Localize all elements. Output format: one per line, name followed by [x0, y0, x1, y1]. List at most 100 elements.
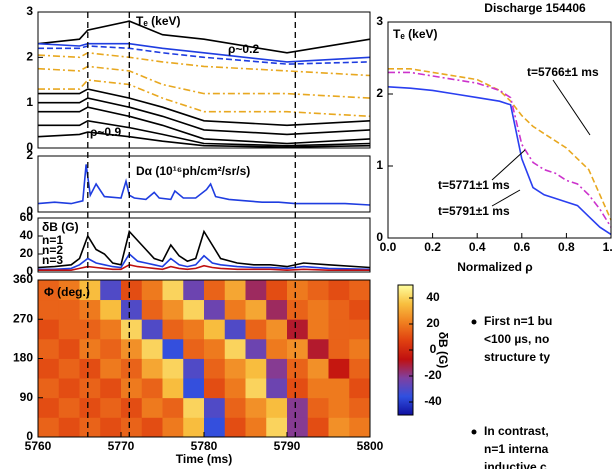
heatmap-cell: [100, 378, 122, 399]
legend-entry: n=1: [42, 233, 63, 247]
y-tick-label: 60: [20, 210, 34, 224]
heatmap-cell: [38, 280, 60, 301]
heatmap-cell: [287, 338, 309, 359]
heatmap-cell: [328, 417, 350, 438]
heatmap-cell: [162, 338, 184, 359]
heatmap-cell: [266, 280, 288, 301]
series-line: [38, 106, 371, 145]
heatmap-cell: [245, 397, 267, 418]
heatmap-cell: [266, 417, 288, 438]
x-tick-label: 5760: [25, 439, 52, 453]
plot-frame: [37, 11, 371, 149]
y-tick-label: 1: [376, 158, 383, 172]
heatmap-cell: [204, 358, 226, 379]
series-line: [387, 86, 612, 236]
annotation: ρ~0.2: [228, 42, 259, 56]
y-tick-label: 180: [13, 351, 33, 365]
heatmap-cell: [38, 378, 60, 399]
heatmap-cell: [245, 378, 267, 399]
colorbar-label: δB (G): [436, 332, 450, 369]
heatmap-cell: [328, 397, 350, 418]
heatmap-cell: [224, 378, 246, 399]
heatmap-cell: [58, 417, 80, 438]
heatmap-cell: [58, 338, 80, 359]
y-tick-label: 2: [26, 50, 33, 64]
panel-label: Tₑ (keV): [136, 14, 181, 28]
y-tick-label: 1: [26, 95, 33, 109]
plot-frame: [387, 21, 612, 239]
heatmap-cell: [204, 417, 226, 438]
bullet-text: In contrast,: [484, 424, 549, 438]
heatmap-cell: [183, 319, 205, 340]
bullet: [471, 319, 477, 325]
heatmap-cell: [307, 397, 329, 418]
series-line: [38, 263, 370, 272]
heatmap-cell: [266, 338, 288, 359]
heatmap-cell: [204, 338, 226, 359]
heatmap-cell: [287, 319, 309, 340]
heatmap-cell: [79, 417, 101, 438]
heatmap-cell: [121, 358, 143, 379]
series-line: [38, 79, 371, 118]
heatmap-cell: [266, 378, 288, 399]
y-tick-label: 3: [376, 14, 383, 28]
heatmap-cell: [245, 358, 267, 379]
heatmap-cell: [307, 299, 329, 320]
heatmap-cell: [100, 417, 122, 438]
x-tick-label: 0.4: [469, 240, 486, 254]
y-tick-label: 40: [20, 228, 34, 242]
heatmap-cell: [224, 397, 246, 418]
annotation: ρ~0.9: [90, 125, 121, 139]
series-line: [37, 51, 371, 77]
heatmap-cell: [183, 358, 205, 379]
series-line: [37, 164, 371, 206]
series-line: [38, 119, 371, 147]
bullet-text: <100 µs, no: [484, 332, 549, 346]
y-tick-label: 0: [26, 429, 33, 443]
x-tick-label: 5790: [274, 439, 301, 453]
heatmap-cell: [183, 299, 205, 320]
x-tick-label: 0.8: [558, 240, 575, 254]
heatmap-cell: [141, 417, 163, 438]
heatmap-cell: [287, 378, 309, 399]
heatmap-cell: [183, 338, 205, 359]
heatmap-cell: [58, 280, 80, 301]
series-line: [37, 229, 371, 269]
heatmap-cell: [183, 417, 205, 438]
series-label: t=5791±1 ms: [438, 204, 510, 218]
heatmap-cell: [245, 299, 267, 320]
heatmap-cell: [287, 358, 309, 379]
heatmap-cell: [224, 417, 246, 438]
colorbar-tick-label: -20: [424, 368, 442, 382]
heatmap-cell: [162, 319, 184, 340]
y-tick-label: 0: [376, 230, 383, 244]
panel-label: Tₑ (keV): [393, 27, 438, 41]
heatmap-cell: [121, 378, 143, 399]
panel-label: Dα (10¹⁶ph/cm²/sr/s): [136, 164, 250, 178]
series-line: [38, 45, 371, 65]
heatmap-cell: [79, 397, 101, 418]
series-line: [38, 252, 371, 271]
series-line: [37, 131, 371, 148]
colorbar-tick-label: 20: [426, 316, 440, 330]
x-tick-label: 5780: [191, 439, 218, 453]
heatmap-cell: [121, 280, 143, 301]
heatmap-cell: [141, 338, 163, 359]
heatmap-cell: [121, 338, 143, 359]
heatmap-cell: [349, 338, 371, 359]
heatmap-cell: [307, 378, 329, 399]
annotation-arrow: [491, 189, 521, 207]
heatmap-cell: [38, 397, 60, 418]
y-tick-label: 90: [20, 390, 34, 404]
colorbar-tick-label: 0: [430, 342, 437, 356]
heatmap-cell: [38, 338, 60, 359]
heatmap-cell: [328, 338, 350, 359]
y-tick-label: 3: [26, 4, 33, 18]
heatmap-cell: [79, 319, 101, 340]
heatmap-cell: [141, 358, 163, 379]
x-tick-label: 5770: [108, 439, 135, 453]
bullet-text: n=1 interna: [484, 442, 549, 456]
heatmap-cell: [183, 378, 205, 399]
